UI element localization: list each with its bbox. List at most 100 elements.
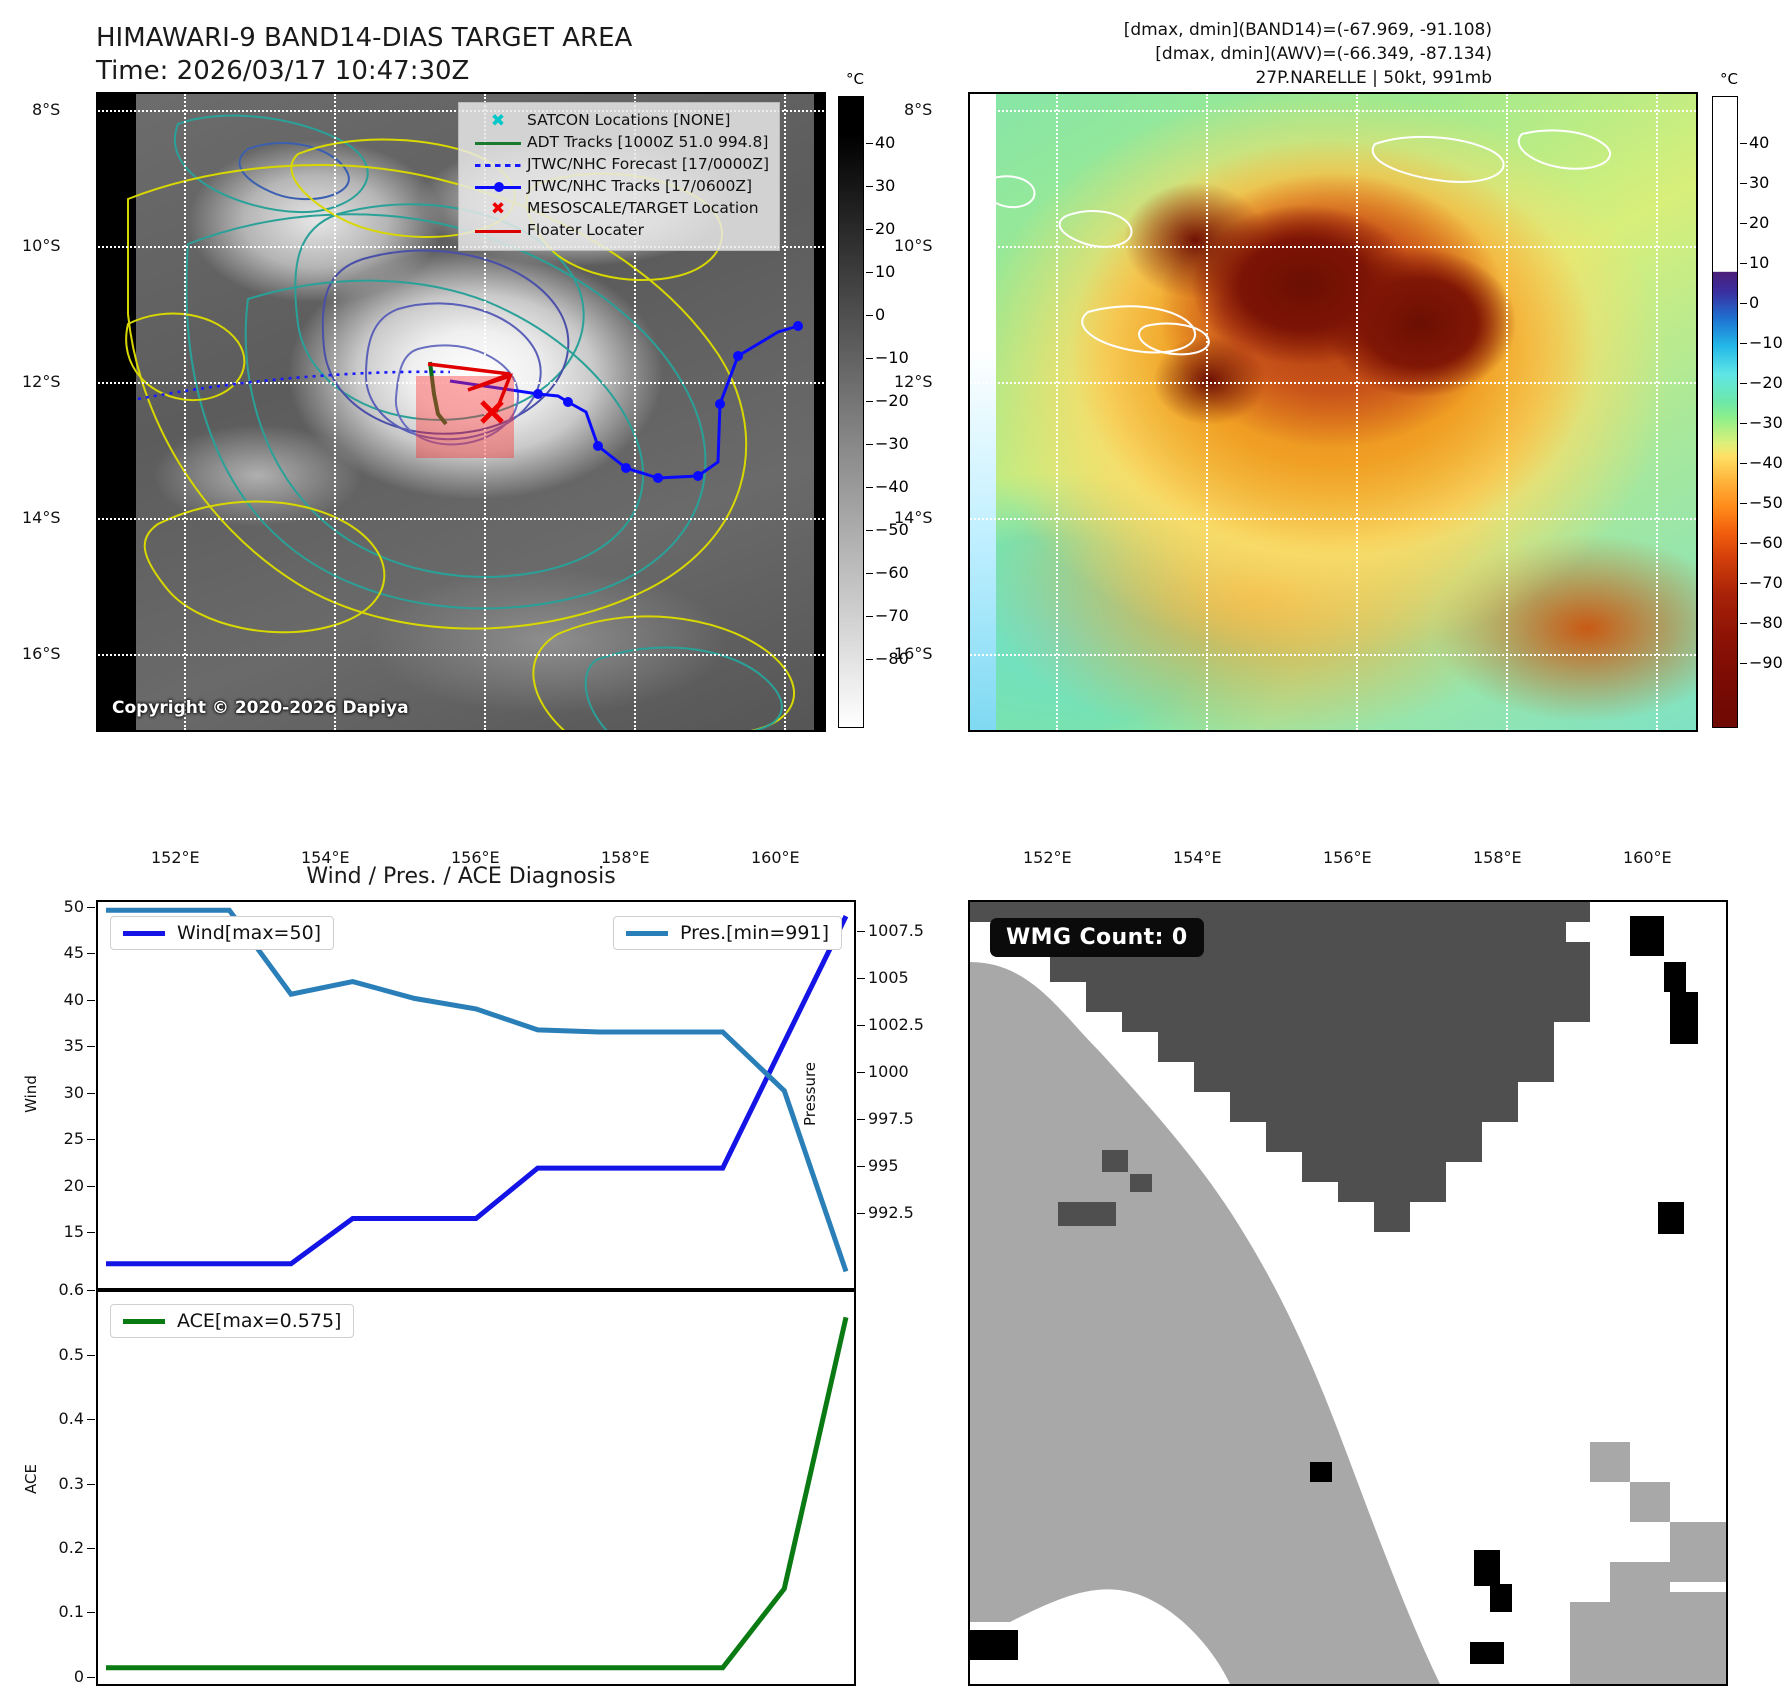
legend-label: JTWC/NHC Tracks [17/0600Z]: [527, 177, 753, 196]
wind-ytick: 20: [40, 1176, 95, 1195]
wmg-raster: [970, 902, 1726, 1684]
ir-lat-label: 8°S: [32, 100, 61, 119]
chart-title: Wind / Pres. / ACE Diagnosis: [306, 864, 616, 889]
legend-item-floater-locater[interactable]: Floater Locater: [469, 220, 769, 242]
pressure-ytick: 1000: [857, 1062, 909, 1081]
ir-colorbar: [838, 96, 864, 728]
awv-lon-label: 154°E: [1173, 848, 1222, 867]
awv-image: [970, 94, 1696, 730]
pressure-legend[interactable]: Pres.[min=991]: [613, 916, 842, 950]
awv-cbar-tick: −50: [1740, 493, 1783, 512]
awv-lat-label: 16°S: [894, 644, 933, 663]
line-marker-icon: [469, 182, 527, 192]
wind-pressure-plot: [106, 907, 849, 1273]
ir-cbar-tick: −40: [866, 477, 909, 496]
ir-lon-label: 158°E: [601, 848, 650, 867]
wind-ytick: 30: [40, 1083, 95, 1102]
awv-cbar-tick: −70: [1740, 573, 1783, 592]
ace-axis-label: ACE: [22, 1464, 40, 1494]
wind-ytick: 45: [40, 943, 95, 962]
legend-item-mesoscale-target[interactable]: ✖ MESOSCALE/TARGET Location: [469, 198, 769, 220]
awv-lon-label: 156°E: [1323, 848, 1372, 867]
ir-image: Copyright © 2020-2026 Dapiya ✖ SATCON Lo…: [98, 94, 824, 730]
ir-satellite-panel[interactable]: Copyright © 2020-2026 Dapiya ✖ SATCON Lo…: [96, 92, 826, 732]
wind-ytick: 50: [40, 897, 95, 916]
pressure-legend-swatch: [626, 930, 668, 936]
ir-colorbar-unit: °C: [846, 70, 864, 88]
ace-ytick: 0.6: [40, 1280, 95, 1299]
ir-lat-label: 12°S: [22, 372, 61, 391]
ir-cbar-tick: −50: [866, 520, 909, 539]
wind-legend-label: Wind[max=50]: [177, 922, 322, 944]
ir-legend[interactable]: ✖ SATCON Locations [NONE] ADT Tracks [10…: [458, 102, 781, 251]
pressure-ytick: 1005: [857, 968, 909, 987]
awv-cbar-tick: 30: [1739, 173, 1770, 192]
wmg-count-badge: WMG Count: 0: [990, 918, 1204, 957]
x-marker-icon: ✖: [490, 198, 506, 219]
wind-ytick: 35: [40, 1036, 95, 1055]
awv-lat-label: 8°S: [904, 100, 933, 119]
ir-cbar-tick: −20: [866, 391, 909, 410]
solid-line-icon: [469, 141, 527, 145]
ir-cbar-tick: 0: [865, 305, 886, 324]
ace-ytick: 0.2: [40, 1538, 95, 1557]
wind-ytick: 25: [40, 1129, 95, 1148]
pressure-ytick: 1007.5: [857, 921, 924, 940]
pressure-ytick: 1002.5: [857, 1015, 924, 1034]
ace-chart[interactable]: ACE[max=0.575]: [96, 1290, 856, 1686]
legend-label: ADT Tracks [1000Z 51.0 994.8]: [527, 133, 769, 152]
legend-item-jtwc-forecast[interactable]: JTWC/NHC Forecast [17/0000Z]: [469, 154, 769, 176]
awv-cbar-tick: 10: [1739, 253, 1770, 272]
ir-lon-label: 156°E: [451, 848, 500, 867]
awv-cbar-tick: −10: [1740, 333, 1783, 352]
ir-cbar-tick: −10: [866, 348, 909, 367]
ace-ytick: 0.3: [40, 1474, 95, 1493]
page-title: HIMAWARI-9 BAND14-DIAS TARGET AREA Time:…: [96, 23, 633, 87]
ir-lat-label: 14°S: [22, 508, 61, 527]
ir-cbar-tick: 10: [865, 262, 896, 281]
ace-ytick: 0: [40, 1667, 95, 1686]
awv-satellite-panel[interactable]: [968, 92, 1698, 732]
awv-colorbar-unit: °C: [1720, 70, 1738, 88]
pressure-ytick: 995: [857, 1156, 899, 1175]
awv-cbar-tick: 20: [1739, 213, 1770, 232]
ir-cbar-tick: −70: [866, 606, 909, 625]
ace-plot: [106, 1316, 849, 1671]
legend-label: MESOSCALE/TARGET Location: [527, 199, 759, 218]
ir-cbar-tick: −60: [866, 563, 909, 582]
stats-header: [dmax, dmin](BAND14)=(-67.969, -91.108) …: [1123, 20, 1492, 89]
wind-axis-label: Wind: [22, 1075, 40, 1113]
wind-legend-swatch: [123, 930, 165, 936]
dotted-line-icon: [469, 163, 527, 167]
awv-cbar-tick: 0: [1739, 293, 1760, 312]
legend-item-satcon[interactable]: ✖ SATCON Locations [NONE]: [469, 110, 769, 132]
awv-lat-label: 10°S: [894, 236, 933, 255]
legend-item-jtwc-tracks[interactable]: JTWC/NHC Tracks [17/0600Z]: [469, 176, 769, 198]
awv-lat-label: 14°S: [894, 508, 933, 527]
awv-cbar-tick: −80: [1740, 613, 1783, 632]
ir-lon-label: 152°E: [151, 848, 200, 867]
legend-label: SATCON Locations [NONE]: [527, 111, 731, 130]
pressure-ytick: 992.5: [857, 1203, 914, 1222]
ir-cbar-tick: −80: [866, 649, 909, 668]
legend-label: Floater Locater: [527, 221, 644, 240]
awv-cbar-tick: 40: [1739, 133, 1770, 152]
wind-ytick: 40: [40, 990, 95, 1009]
legend-item-adt-tracks[interactable]: ADT Tracks [1000Z 51.0 994.8]: [469, 132, 769, 154]
awv-cbar-tick: −90: [1740, 653, 1783, 672]
wind-pressure-chart[interactable]: Wind[max=50] Pres.[min=991]: [96, 900, 856, 1290]
awv-colorbar: [1712, 96, 1738, 728]
awv-lon-label: 160°E: [1623, 848, 1672, 867]
ir-lat-label: 10°S: [22, 236, 61, 255]
wmg-panel[interactable]: WMG Count: 0: [968, 900, 1728, 1686]
awv-lat-label: 12°S: [894, 372, 933, 391]
pressure-axis-label: Pressure: [801, 1061, 819, 1127]
legend-label: JTWC/NHC Forecast [17/0000Z]: [527, 155, 770, 174]
wind-legend[interactable]: Wind[max=50]: [110, 916, 335, 950]
ace-legend[interactable]: ACE[max=0.575]: [110, 1304, 355, 1338]
awv-cbar-tick: −30: [1740, 413, 1783, 432]
ace-ytick: 0.5: [40, 1345, 95, 1364]
awv-cbar-tick: −40: [1740, 453, 1783, 472]
awv-coastlines: [980, 129, 1612, 356]
ace-legend-swatch: [123, 1318, 165, 1324]
